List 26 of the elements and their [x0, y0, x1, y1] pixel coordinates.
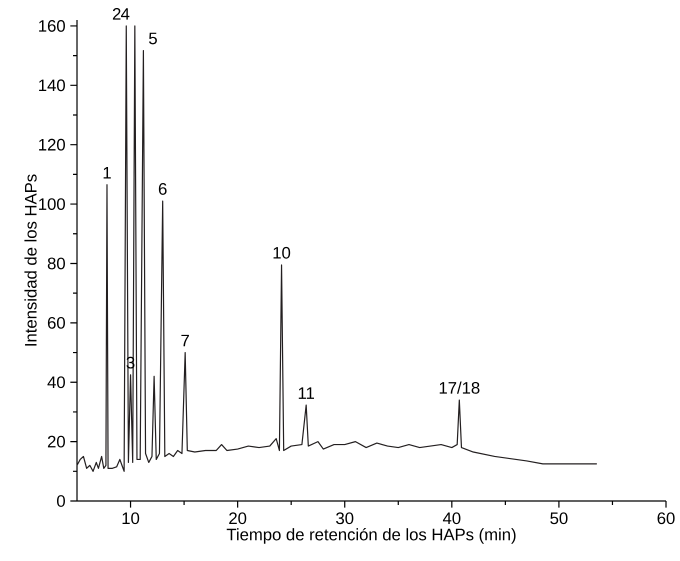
x-tick-label: 60 [658, 512, 675, 524]
y-tick-label: 80 [48, 258, 65, 270]
annotation: 17/18 [440, 382, 480, 394]
y-tick-label: 120 [39, 138, 65, 151]
y-tick-label: 60 [48, 316, 65, 329]
y-tick-label: 0 [57, 495, 65, 507]
y-tick-label: 40 [47, 376, 65, 388]
annotation: 6 [158, 183, 167, 195]
x-tick-label: 50 [550, 512, 568, 524]
annotation: 7 [181, 334, 189, 346]
annotation: 5 [149, 32, 157, 44]
y-tick-label: 160 [39, 20, 65, 32]
x-tick-label: 40 [442, 512, 460, 524]
x-tick-label: 20 [229, 512, 246, 524]
annotation: 10 [274, 246, 290, 259]
annotation: 1 [104, 167, 111, 179]
y-tick-label: 140 [39, 79, 65, 92]
x-tick-label: 30 [336, 512, 354, 524]
annotation: 2 [112, 8, 120, 20]
x-axis-title: Tiempo de retención de los HAPs (min) [226, 528, 516, 544]
annotation: 4 [121, 8, 130, 20]
y-tick-label: 20 [48, 436, 65, 448]
x-tick-label: 10 [122, 512, 140, 524]
annotation: 11 [298, 387, 314, 399]
y-axis-title: Intensidad de los HAPs [24, 174, 37, 346]
y-tick-label: 100 [39, 198, 65, 210]
